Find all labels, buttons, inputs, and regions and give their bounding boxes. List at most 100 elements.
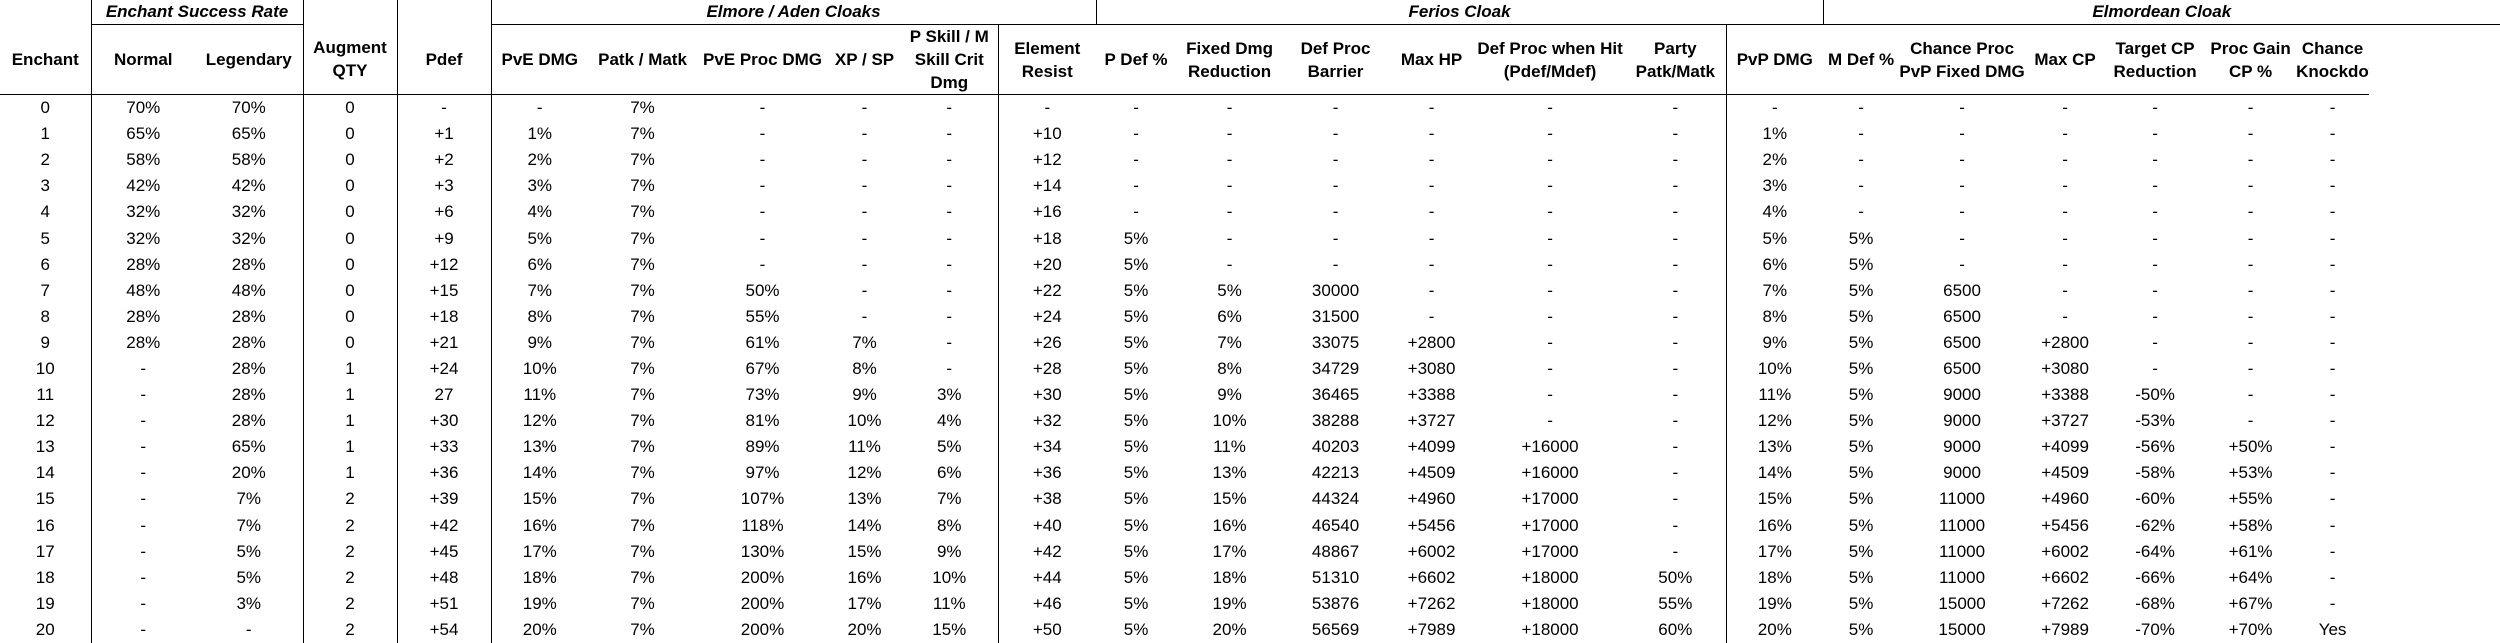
- cell-pvp-dmg: 8%: [1725, 303, 1824, 330]
- cell-def-proc-barrier: 36465: [1311, 385, 1360, 405]
- column-header-target-cp-reduction: Target CP Reduction: [2105, 24, 2206, 95]
- column-header-legendary: Legendary: [195, 24, 304, 95]
- cell-chance-knockdown: -: [2329, 567, 2336, 587]
- cell-def-proc-when-hit: -: [1547, 98, 1553, 118]
- cell-enchant: 4: [40, 202, 50, 222]
- cell-m-def-pct: 5%: [1848, 489, 1874, 509]
- cell-chance-knockdown: -: [2329, 332, 2336, 352]
- cell-element-resist: +12: [997, 147, 1097, 174]
- cell-fixed-dmg-reduction: 5%: [1217, 280, 1242, 300]
- cell-max-cp: -: [2062, 124, 2068, 144]
- cell-fixed-dmg-reduction: 11%: [1213, 437, 1246, 457]
- cell-chance-knockdown: -: [2329, 280, 2336, 300]
- cell-max-hp: +4509: [1407, 463, 1456, 483]
- cell-max-cp: +3388: [2041, 385, 2089, 405]
- cell-pvp-dmg: 1%: [1725, 121, 1824, 148]
- cell-patk-matk: 7%: [630, 98, 655, 118]
- cell-pve-dmg: 2%: [490, 147, 589, 174]
- cell-p-def-pct: 5%: [1123, 280, 1149, 300]
- table-row: 12-28% 1 +30 12% 7% 81% 10% 4% +32 5% 10% 38288 +372…: [0, 408, 2500, 435]
- cell-fixed-dmg-reduction: -: [1226, 228, 1233, 248]
- cell-enchant: 15: [35, 489, 55, 509]
- cell-pve-proc-dmg: 200%: [740, 567, 785, 587]
- cell-normal: -: [90, 434, 195, 461]
- cell-proc-gain-cp: -: [2247, 176, 2254, 196]
- cell-pve-dmg: 5%: [490, 225, 589, 252]
- cell-proc-gain-cp: +61%: [2228, 541, 2273, 561]
- column-header-def-proc-barrier: Def Proc Barrier: [1283, 24, 1389, 95]
- cell-m-def-pct: 5%: [1848, 437, 1874, 457]
- cell-chance-proc-pvp-fixed-dmg: 9000: [1943, 437, 1981, 457]
- cell-xp-sp: -: [861, 150, 868, 170]
- cell-chance-proc-pvp-fixed-dmg: 6500: [1943, 306, 1981, 326]
- cell-augment-qty: 0: [302, 225, 398, 252]
- cell-skill-crit-dmg: -: [946, 306, 953, 326]
- cell-target-cp-reduction: -66%: [2135, 567, 2175, 587]
- cell-pvp-dmg: -: [1725, 94, 1824, 122]
- cell-chance-proc-pvp-fixed-dmg: 11000: [1939, 567, 1986, 587]
- cell-def-proc-when-hit: -: [1547, 228, 1553, 248]
- cell-element-resist: +28: [997, 355, 1097, 383]
- cell-max-hp: -: [1428, 254, 1435, 274]
- cell-p-def-pct: -: [1133, 176, 1139, 196]
- cell-xp-sp: -: [861, 280, 868, 300]
- cell-pdef: +9: [396, 225, 492, 252]
- cell-enchant: 6: [40, 254, 50, 274]
- cell-legendary: 28%: [231, 332, 266, 352]
- cell-element-resist: +36: [997, 460, 1097, 487]
- cell-pve-dmg: 13%: [490, 434, 589, 461]
- cell-enchant: 0: [40, 98, 50, 118]
- cell-skill-crit-dmg: -: [946, 202, 953, 222]
- cell-def-proc-barrier: 30000: [1311, 280, 1360, 300]
- cell-p-def-pct: -: [1133, 150, 1139, 170]
- cell-chance-knockdown: -: [2329, 202, 2336, 222]
- column-header-element-resist: Element Resist: [997, 24, 1097, 95]
- cell-legendary: 3%: [236, 593, 262, 613]
- cell-party-patk-matk: -: [1672, 541, 1679, 561]
- cell-element-resist: +32: [997, 408, 1097, 435]
- cell-proc-gain-cp: +64%: [2228, 567, 2273, 587]
- column-header-normal: Normal: [90, 24, 195, 95]
- cell-def-proc-when-hit: +16000: [1521, 437, 1579, 457]
- cell-patk-matk: 7%: [630, 306, 655, 326]
- cell-m-def-pct: 5%: [1848, 254, 1874, 274]
- cell-def-proc-when-hit: +17000: [1521, 489, 1579, 509]
- cell-chance-knockdown: -: [2329, 437, 2336, 457]
- cell-fixed-dmg-reduction: 20%: [1212, 619, 1247, 639]
- cell-pve-dmg: 16%: [490, 512, 589, 539]
- table-row: 7 48% 48% 0 +15 7% 7% 50% - - +22 5% 5% 30000- - -7% 5% 6…: [0, 277, 2500, 304]
- cell-xp-sp: 7%: [852, 332, 877, 352]
- cell-legendary: 5%: [236, 567, 262, 587]
- cell-max-hp: +3727: [1407, 411, 1456, 431]
- cell-max-cp: -: [2062, 228, 2068, 248]
- cell-def-proc-barrier: -: [1332, 228, 1339, 248]
- cell-p-def-pct: 5%: [1123, 385, 1149, 405]
- table-row: 9 28% 28% 0 +21 9% 7% 61% 7% - +26 5% 7% 33075 +2800- -…: [0, 329, 2500, 356]
- cell-max-hp: +2800: [1407, 332, 1456, 352]
- cell-def-proc-when-hit: +18000: [1521, 619, 1579, 639]
- cell-pvp-dmg: 6%: [1725, 251, 1824, 278]
- cell-pve-proc-dmg: -: [759, 176, 766, 196]
- cell-pvp-dmg: 12%: [1725, 408, 1824, 435]
- cell-p-def-pct: 5%: [1123, 306, 1149, 326]
- cell-pvp-dmg: 17%: [1725, 538, 1824, 565]
- cell-enchant: 20: [35, 619, 55, 639]
- cell-proc-gain-cp: -: [2247, 280, 2254, 300]
- cell-patk-matk: 7%: [630, 515, 655, 535]
- cell-chance-proc-pvp-fixed-dmg: -: [1959, 228, 1965, 248]
- cell-fixed-dmg-reduction: 19%: [1212, 593, 1247, 613]
- cell-def-proc-when-hit: -: [1547, 150, 1553, 170]
- cell-normal: 65%: [90, 121, 195, 148]
- cell-patk-matk: 7%: [630, 176, 655, 196]
- cell-chance-proc-pvp-fixed-dmg: 6500: [1943, 358, 1981, 378]
- cell-m-def-pct: 5%: [1848, 463, 1874, 483]
- cell-skill-crit-dmg: 11%: [932, 593, 966, 613]
- cell-pvp-dmg: 10%: [1725, 355, 1824, 383]
- cell-chance-proc-pvp-fixed-dmg: 9000: [1943, 385, 1981, 405]
- cell-target-cp-reduction: -: [2152, 306, 2158, 326]
- cell-pvp-dmg: 2%: [1725, 147, 1824, 174]
- cell-def-proc-when-hit: -: [1547, 385, 1553, 405]
- cell-max-hp: +7262: [1407, 593, 1456, 613]
- cell-target-cp-reduction: -: [2152, 228, 2158, 248]
- cell-max-hp: +3080: [1407, 358, 1456, 378]
